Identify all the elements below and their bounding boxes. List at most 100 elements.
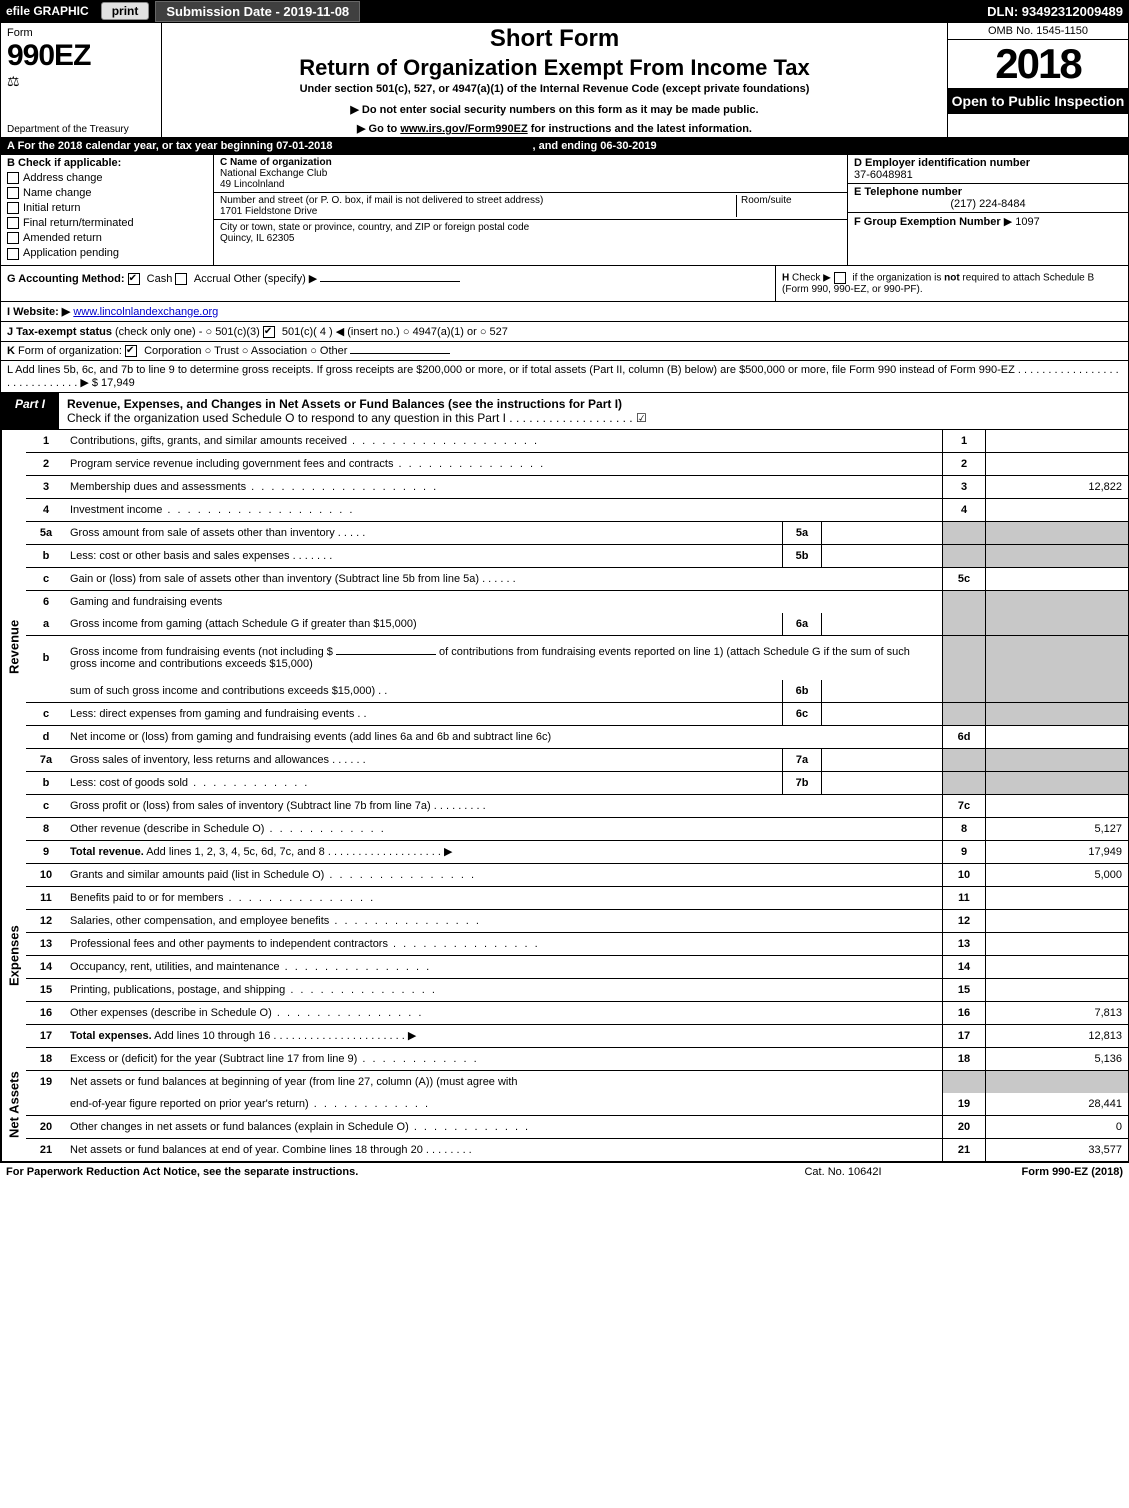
line-8: 8 Other revenue (describe in Schedule O)… xyxy=(26,818,1128,841)
chk-schedule-b[interactable] xyxy=(834,272,846,284)
part-i-check: Check if the organization used Schedule … xyxy=(67,411,647,425)
revenue-section: Revenue 1 Contributions, gifts, grants, … xyxy=(0,430,1129,864)
line-3: 3 Membership dues and assessments 3 12,8… xyxy=(26,476,1128,499)
line-4: 4 Investment income 4 xyxy=(26,499,1128,522)
row-h: H Check ▶ if the organization is not req… xyxy=(775,266,1128,301)
return-title: Return of Organization Exempt From Incom… xyxy=(168,55,941,81)
line-13: 13 Professional fees and other payments … xyxy=(26,933,1128,956)
omb-number: OMB No. 1545-1150 xyxy=(948,23,1128,40)
org-name-block: C Name of organization National Exchange… xyxy=(214,155,847,193)
line-6b-text: b Gross income from fundraising events (… xyxy=(26,636,1128,680)
line-19: end-of-year figure reported on prior yea… xyxy=(26,1093,1128,1116)
treasury-seal-icon: ⚖ xyxy=(7,73,155,90)
revenue-label: Revenue xyxy=(1,430,26,864)
line-6a: a Gross income from gaming (attach Sched… xyxy=(26,613,1128,636)
chk-application-pending[interactable]: Application pending xyxy=(7,247,207,259)
row-g-label: G Accounting Method: xyxy=(7,273,125,285)
line-17: 17 Total expenses. Add lines 10 through … xyxy=(26,1025,1128,1048)
org-name: National Exchange Club xyxy=(220,168,841,179)
form-990ez-page: efile GRAPHIC print Submission Date - 20… xyxy=(0,0,1129,1181)
expenses-lines: 10 Grants and similar amounts paid (list… xyxy=(26,864,1128,1048)
chk-final-return[interactable]: Final return/terminated xyxy=(7,217,207,229)
street-label: Number and street (or P. O. box, if mail… xyxy=(220,195,736,206)
other-org-input[interactable] xyxy=(350,353,450,354)
chk-name-change[interactable]: Name change xyxy=(7,187,207,199)
row-j: J Tax-exempt status (check only one) - ○… xyxy=(0,322,1129,342)
ein-label: D Employer identification number xyxy=(854,157,1122,169)
line-18: 18 Excess or (deficit) for the year (Sub… xyxy=(26,1048,1128,1071)
other-specify-input[interactable] xyxy=(320,281,460,282)
netassets-label: Net Assets xyxy=(1,1048,26,1161)
website-link[interactable]: www.lincolnlandexchange.org xyxy=(73,306,218,318)
expenses-label: Expenses xyxy=(1,864,26,1048)
chk-amended-return[interactable]: Amended return xyxy=(7,232,207,244)
chk-initial-return[interactable]: Initial return xyxy=(7,202,207,214)
row-a-end: , and ending 06-30-2019 xyxy=(532,140,656,152)
phone-label: E Telephone number xyxy=(854,186,1122,198)
chk-501c[interactable] xyxy=(263,326,275,338)
phone-block: E Telephone number (217) 224-8484 xyxy=(848,184,1128,213)
open-public-badge: Open to Public Inspection xyxy=(948,88,1128,114)
goto-link[interactable]: ▶ Go to www.irs.gov/Form990EZ for instru… xyxy=(168,122,941,135)
tax-year: 2018 xyxy=(948,40,1128,88)
header-center: Short Form Return of Organization Exempt… xyxy=(162,23,948,137)
form-header: Form 990EZ ⚖ Department of the Treasury … xyxy=(0,22,1129,138)
line-16: 16 Other expenses (describe in Schedule … xyxy=(26,1002,1128,1025)
line-6: 6 Gaming and fundraising events xyxy=(26,591,1128,613)
section-b-title: B Check if applicable: xyxy=(7,157,207,169)
line-7b: b Less: cost of goods sold 7b xyxy=(26,772,1128,795)
line-2: 2 Program service revenue including gove… xyxy=(26,453,1128,476)
line-6b: sum of such gross income and contributio… xyxy=(26,680,1128,703)
netassets-lines: 18 Excess or (deficit) for the year (Sub… xyxy=(26,1048,1128,1161)
line-1: 1 Contributions, gifts, grants, and simi… xyxy=(26,430,1128,453)
footer-formref: Form 990-EZ (2018) xyxy=(943,1166,1123,1178)
ein: 37-6048981 xyxy=(854,169,1122,181)
contrib-amount-input[interactable] xyxy=(336,654,436,655)
line-11: 11 Benefits paid to or for members 11 xyxy=(26,887,1128,910)
line-7a: 7a Gross sales of inventory, less return… xyxy=(26,749,1128,772)
treasury-label: Department of the Treasury xyxy=(7,124,129,135)
irs-url[interactable]: www.irs.gov/Form990EZ xyxy=(400,123,527,135)
revenue-lines: 1 Contributions, gifts, grants, and simi… xyxy=(26,430,1128,864)
line-5c: c Gain or (loss) from sale of assets oth… xyxy=(26,568,1128,591)
do-not-enter-note: ▶ Do not enter social security numbers o… xyxy=(168,103,941,116)
chk-accrual[interactable] xyxy=(175,273,187,285)
efile-label: efile GRAPHIC xyxy=(0,4,95,18)
dln-number: DLN: 93492312009489 xyxy=(987,4,1129,19)
phone: (217) 224-8484 xyxy=(854,198,1122,210)
room-suite-label: Room/suite xyxy=(736,195,841,217)
line-19-text: 19 Net assets or fund balances at beginn… xyxy=(26,1071,1128,1093)
ein-block: D Employer identification number 37-6048… xyxy=(848,155,1128,184)
line-14: 14 Occupancy, rent, utilities, and maint… xyxy=(26,956,1128,979)
netassets-section: Net Assets 18 Excess or (deficit) for th… xyxy=(0,1048,1129,1162)
row-g: G Accounting Method: Cash Accrual Other … xyxy=(1,266,775,301)
header-right: OMB No. 1545-1150 2018 Open to Public In… xyxy=(948,23,1128,137)
group-exemption-label: F Group Exemption Number xyxy=(854,216,1001,228)
top-bar: efile GRAPHIC print Submission Date - 20… xyxy=(0,0,1129,22)
section-c: C Name of organization National Exchange… xyxy=(214,155,848,265)
org-name-label: C Name of organization xyxy=(220,157,841,168)
street: 1701 Fieldstone Drive xyxy=(220,206,736,217)
form-number: 990EZ xyxy=(7,39,155,73)
chk-cash[interactable] xyxy=(128,273,140,285)
line-7c: c Gross profit or (loss) from sales of i… xyxy=(26,795,1128,818)
line-15: 15 Printing, publications, postage, and … xyxy=(26,979,1128,1002)
row-i: I Website: ▶ www.lincolnlandexchange.org xyxy=(0,302,1129,322)
page-footer: For Paperwork Reduction Act Notice, see … xyxy=(0,1162,1129,1181)
city: Quincy, IL 62305 xyxy=(220,233,841,244)
row-l: L Add lines 5b, 6c, and 7b to line 9 to … xyxy=(0,361,1129,393)
line-10: 10 Grants and similar amounts paid (list… xyxy=(26,864,1128,887)
row-a-taxyear: A For the 2018 calendar year, or tax yea… xyxy=(0,138,1129,155)
line-6c: c Less: direct expenses from gaming and … xyxy=(26,703,1128,726)
org-sub: 49 Lincolnland xyxy=(220,179,841,190)
info-block: B Check if applicable: Address change Na… xyxy=(0,155,1129,266)
section-b: B Check if applicable: Address change Na… xyxy=(1,155,214,265)
street-block: Number and street (or P. O. box, if mail… xyxy=(214,193,847,220)
line-6d: d Net income or (loss) from gaming and f… xyxy=(26,726,1128,749)
chk-corporation[interactable] xyxy=(125,345,137,357)
print-button[interactable]: print xyxy=(101,2,150,20)
submission-date: Submission Date - 2019-11-08 xyxy=(155,1,360,22)
group-exemption-num: ▶ 1097 xyxy=(1004,216,1040,228)
part-i-title: Revenue, Expenses, and Changes in Net As… xyxy=(59,393,1128,429)
chk-address-change[interactable]: Address change xyxy=(7,172,207,184)
